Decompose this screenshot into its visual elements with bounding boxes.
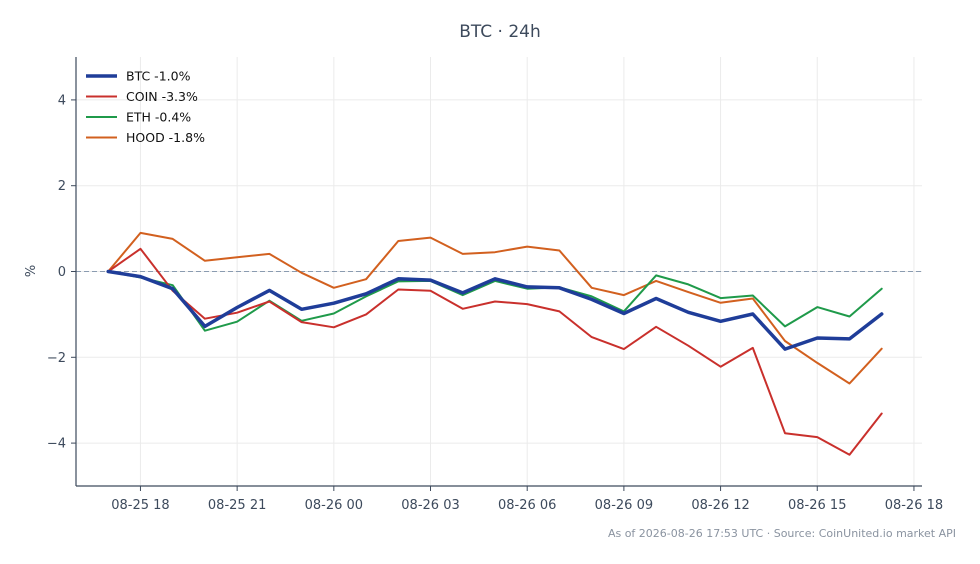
series-line-eth <box>107 270 883 332</box>
series-line-btc <box>106 269 884 351</box>
y-tick-label: 4 <box>58 93 66 108</box>
series-layer <box>106 231 884 456</box>
x-tick-label: 08-26 06 <box>498 498 556 513</box>
y-tick-label: 2 <box>58 179 66 194</box>
chart-title: BTC · 24h <box>459 22 541 42</box>
series-line-coin <box>107 247 883 456</box>
legend-label-coin: COIN -3.3% <box>126 89 198 104</box>
x-axis-ticks: 08-25 18 08-25 21 08-26 00 08-26 03 08-26 06… <box>111 486 943 513</box>
x-tick-label: 08-25 21 <box>208 498 266 513</box>
y-axis-label: % <box>24 265 39 277</box>
x-tick-label: 08-26 12 <box>691 498 749 513</box>
series-line-hood <box>107 231 883 385</box>
x-tick-label: 08-26 03 <box>401 498 459 513</box>
y-tick-label: 0 <box>58 265 66 280</box>
x-tick-label: 08-26 15 <box>788 498 846 513</box>
legend-label-hood: HOOD -1.8% <box>126 130 205 145</box>
y-axis-ticks: −4 −2 0 2 4 <box>47 93 76 452</box>
y-tick-label: −4 <box>47 437 66 452</box>
chart-legend: BTC -1.0% COIN -3.3% ETH -0.4% HOOD -1.8% <box>86 69 205 145</box>
legend-label-btc: BTC -1.0% <box>126 69 191 84</box>
x-tick-label: 08-26 00 <box>305 498 363 513</box>
chart-footer: As of 2026-08-26 17:53 UTC · Source: Coi… <box>608 527 956 540</box>
legend-label-eth: ETH -0.4% <box>126 110 191 125</box>
x-tick-label: 08-25 18 <box>111 498 169 513</box>
x-tick-label: 08-26 18 <box>885 498 943 513</box>
x-tick-label: 08-26 09 <box>595 498 653 513</box>
y-tick-label: −2 <box>47 351 66 366</box>
